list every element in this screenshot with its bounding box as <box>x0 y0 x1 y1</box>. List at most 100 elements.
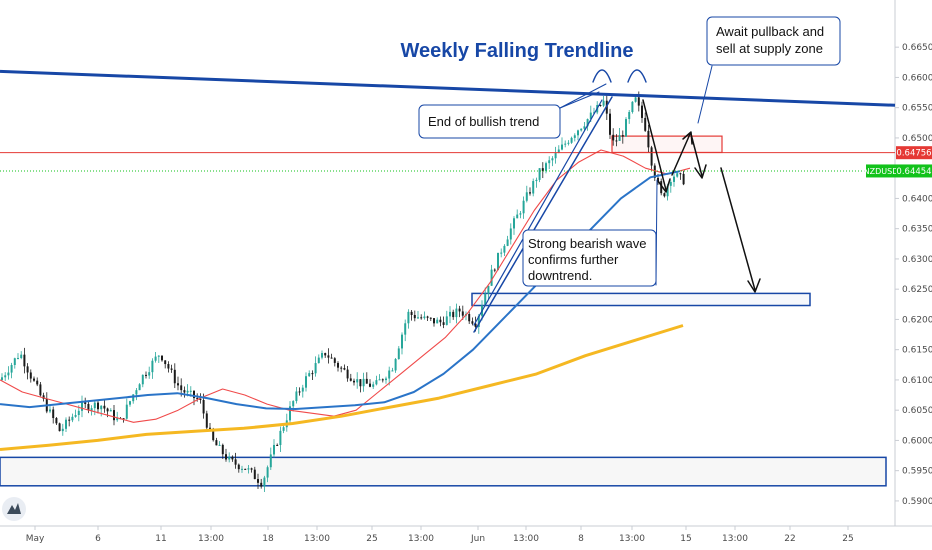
candle-body <box>93 402 96 409</box>
end-callout-text: End of bullish trend <box>428 114 539 129</box>
candle-body <box>215 440 218 446</box>
pullback-arrow-head <box>682 131 693 145</box>
await-callout-text: Await pullback and sell at supply zone <box>716 24 828 56</box>
candle-body <box>634 97 637 102</box>
candle-body <box>557 149 560 153</box>
candle-body <box>199 398 202 400</box>
candle-body <box>529 192 531 194</box>
pullback-arrow <box>671 133 691 176</box>
candle-body <box>679 173 682 175</box>
candle-body <box>663 193 666 197</box>
candle-body <box>26 366 29 373</box>
candle-body <box>77 410 80 416</box>
target-arrow <box>720 167 756 291</box>
candle-body <box>583 126 586 129</box>
candle-body <box>273 444 275 455</box>
current-price-tag: NZDUSD 0.64454 <box>864 164 932 178</box>
candles-layer <box>1 91 685 492</box>
candle-body <box>42 395 45 399</box>
candle-body <box>289 406 291 421</box>
candle-body <box>506 239 509 246</box>
candle-body <box>426 316 429 318</box>
candle-body <box>631 101 634 113</box>
candle-body <box>346 369 349 379</box>
candle-body <box>122 418 125 420</box>
x-tick-label: May <box>26 534 45 544</box>
candle-body <box>189 390 192 392</box>
candle-body <box>129 401 131 405</box>
candle-body <box>673 176 675 182</box>
candle-body <box>61 428 64 432</box>
strong-line-3: downtrend. <box>528 268 592 283</box>
candle-body <box>545 163 547 171</box>
candle-body <box>125 404 128 419</box>
candle-body <box>340 367 343 369</box>
await-line-1: Await pullback and <box>716 24 824 39</box>
candle-body <box>333 358 336 363</box>
y-tick-label: 0.59000 <box>902 497 932 507</box>
supply-price-tag: 0.64756 <box>896 146 932 160</box>
candle-body <box>209 427 211 430</box>
candle-body <box>561 144 563 150</box>
x-tick-label: 6 <box>95 534 101 544</box>
candle-body <box>138 384 141 391</box>
candle-body <box>260 482 263 487</box>
strong-callout-text: Strong bearish wave confirms further dow… <box>528 236 650 283</box>
candle-body <box>49 409 51 412</box>
strong-callout-box <box>522 229 657 287</box>
candle-body <box>164 360 167 365</box>
candle-body <box>509 228 512 240</box>
candle-body <box>449 311 451 317</box>
candle-body <box>193 390 195 399</box>
candle-body <box>452 311 455 318</box>
x-tick-label: 13:00 <box>619 534 645 544</box>
candle-body <box>407 311 410 324</box>
candle-body <box>177 383 179 386</box>
candle-body <box>100 405 103 410</box>
candle-body <box>97 402 99 410</box>
candle-body <box>436 319 439 324</box>
candle-body <box>503 245 506 253</box>
candle-body <box>381 379 384 381</box>
weekly-trendline <box>0 69 896 107</box>
candle-body <box>490 269 493 286</box>
candle-body <box>442 322 445 325</box>
candle-body <box>609 113 611 135</box>
candle-body <box>455 308 458 318</box>
candle-body <box>314 363 317 374</box>
candle-body <box>279 430 282 446</box>
double-top-arc-left <box>592 69 612 83</box>
double-top-arc-right <box>627 69 647 83</box>
candle-body <box>71 416 74 421</box>
candle-body <box>90 408 93 411</box>
candle-body <box>589 112 592 120</box>
symbol-tag-bg <box>866 164 896 178</box>
candle-body <box>420 317 423 319</box>
x-tick-label: 13:00 <box>722 534 748 544</box>
candle-body <box>36 380 39 385</box>
candle-body <box>167 364 170 369</box>
candle-body <box>298 391 301 393</box>
end-line-1: End of bullish trend <box>428 114 539 129</box>
candle-body <box>330 357 333 359</box>
candle-body <box>353 380 355 383</box>
candle-body <box>263 477 266 487</box>
tv-logo-icon[interactable] <box>2 497 26 521</box>
candle-body <box>653 165 656 178</box>
candle-body <box>55 418 58 424</box>
candle-body <box>535 179 538 182</box>
candle-body <box>253 469 256 480</box>
candle-body <box>676 173 679 177</box>
candle-body <box>666 185 669 197</box>
candle-body <box>29 372 32 379</box>
x-tick-label: 15 <box>680 534 691 544</box>
end-trend-pointer <box>559 91 600 109</box>
x-tick-label: 13:00 <box>304 534 330 544</box>
candle-body <box>522 200 525 214</box>
